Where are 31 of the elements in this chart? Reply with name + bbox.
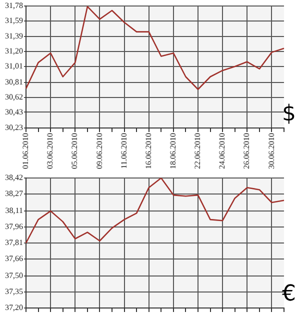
y-tick-label: 30,43 bbox=[5, 107, 23, 116]
y-tick-label: 37,81 bbox=[5, 238, 23, 248]
y-tick-label: 37,50 bbox=[5, 271, 23, 280]
y-tick-label: 31,59 bbox=[5, 16, 23, 25]
y-tick-label: 37,66 bbox=[5, 254, 23, 264]
x-tick-label: 22.06.2010 bbox=[193, 133, 202, 169]
y-tick-label: 30,23 bbox=[5, 123, 23, 132]
y-tick-label: 38,42 bbox=[5, 173, 23, 182]
x-tick-label: 09.06.2010 bbox=[94, 133, 104, 169]
x-tick-label: 01.06.2010 bbox=[21, 133, 30, 169]
x-tick-label: 11.06.2010 bbox=[119, 133, 128, 169]
y-tick-label: 31,78 bbox=[5, 0, 23, 10]
x-tick-label: 18.06.2010 bbox=[168, 133, 178, 169]
x-tick-label: 05.06.2010 bbox=[70, 133, 80, 169]
y-tick-label: 37,96 bbox=[5, 222, 23, 232]
y-tick-label: 31,20 bbox=[5, 46, 23, 56]
y-tick-label: 38,27 bbox=[5, 189, 23, 198]
x-tick-label: 30.06.2010 bbox=[266, 133, 276, 169]
y-tick-label: 30,81 bbox=[5, 77, 23, 86]
x-tick-label: 03.06.2010 bbox=[46, 133, 55, 169]
y-tick-label: 31,01 bbox=[5, 62, 23, 71]
y-tick-label: 30,62 bbox=[5, 92, 23, 102]
y-tick-label: 37,20 bbox=[5, 303, 23, 312]
y-tick-label: 37,35 bbox=[5, 287, 23, 296]
y-tick-label: 38,11 bbox=[5, 206, 23, 216]
annotation: € bbox=[282, 282, 296, 307]
x-tick-label: 24.06.2010 bbox=[218, 133, 227, 169]
annotation: $ bbox=[282, 102, 296, 127]
x-tick-label: 16.06.2010 bbox=[144, 133, 153, 169]
y-tick-label: 31,39 bbox=[5, 32, 23, 41]
x-tick-label: 26.06.2010 bbox=[242, 133, 252, 169]
